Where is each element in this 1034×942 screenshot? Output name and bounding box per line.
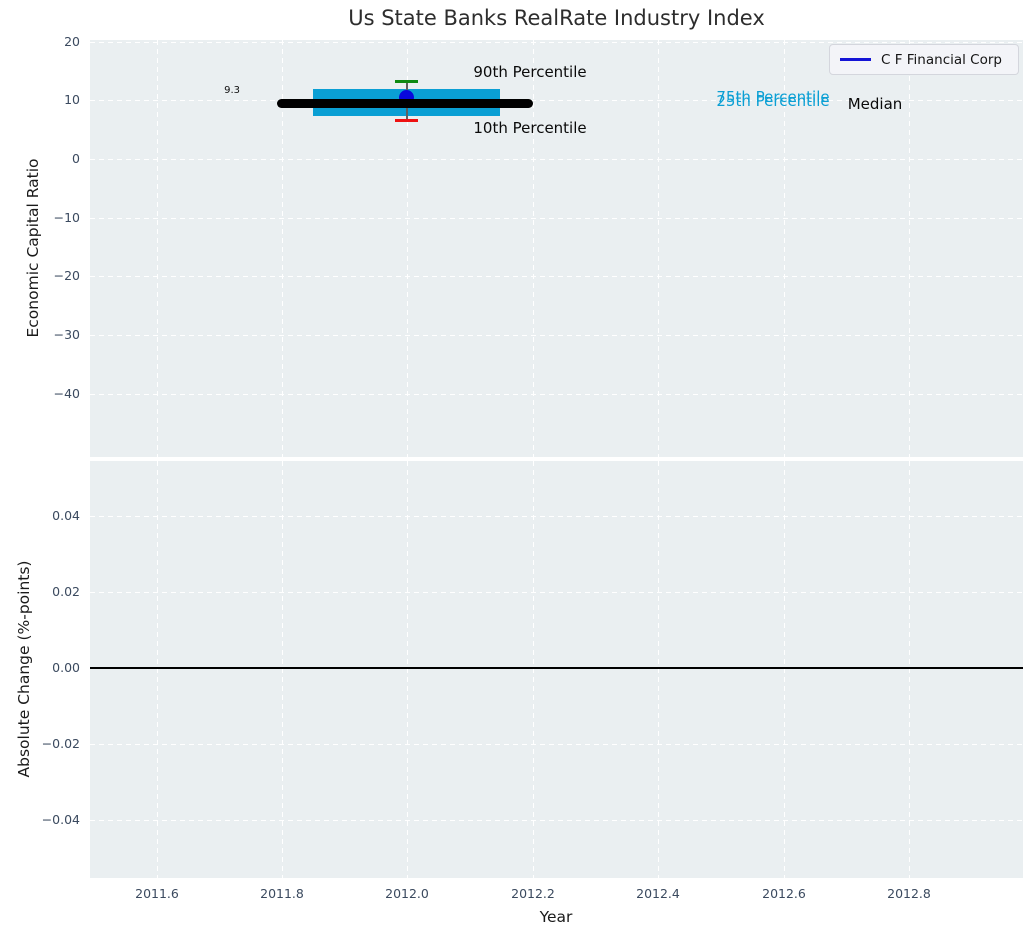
legend-label: C F Financial Corp — [881, 51, 1002, 68]
ytick-label: −30 — [53, 327, 80, 342]
gridline-v — [157, 461, 158, 878]
ytick-label: −10 — [53, 210, 80, 225]
ytick-label: −0.02 — [41, 736, 80, 751]
gridline-h — [90, 335, 1023, 336]
percentile-10-cap — [395, 119, 418, 122]
annotation-median: Median — [847, 95, 903, 113]
gridline-v — [784, 461, 785, 878]
annotation-25th-percentile: 25th Percentile — [716, 92, 830, 110]
zero-reference-line — [90, 667, 1023, 669]
percentile-90-cap — [395, 80, 418, 83]
annotation-10th-percentile: 10th Percentile — [473, 119, 587, 137]
legend-line-sample — [840, 58, 871, 61]
ytick-label: 0.04 — [52, 508, 80, 523]
gridline-v — [658, 40, 659, 457]
xtick-label: 2012.8 — [887, 886, 931, 901]
gridline-v — [282, 40, 283, 457]
legend-box: C F Financial Corp — [829, 44, 1019, 75]
gridline-v — [784, 40, 785, 457]
gridline-v — [909, 40, 910, 457]
top-y-axis-label: Economic Capital Ratio — [24, 158, 42, 338]
ytick-label: 0 — [72, 151, 80, 166]
xtick-label: 2012.4 — [636, 886, 680, 901]
xtick-label: 2012.0 — [385, 886, 429, 901]
gridline-v — [658, 461, 659, 878]
ytick-label: 0.02 — [52, 584, 80, 599]
annotation-75th-percentile: 75th Percentile — [716, 88, 830, 106]
ytick-label: 0.00 — [52, 660, 80, 675]
xtick-label: 2012.2 — [511, 886, 555, 901]
gridline-v — [407, 461, 408, 878]
gridline-v — [407, 40, 408, 457]
gridline-h — [90, 100, 1023, 101]
xtick-label: 2012.6 — [762, 886, 806, 901]
gridline-h — [90, 592, 1023, 593]
gridline-h — [90, 42, 1023, 43]
ytick-label: 20 — [64, 34, 80, 49]
bottom-plot-area — [90, 461, 1023, 878]
gridline-h — [90, 394, 1023, 395]
gridline-h — [90, 820, 1023, 821]
bottom-y-axis-label: Absolute Change (%-points) — [15, 560, 33, 778]
gridline-v — [909, 461, 910, 878]
ytick-label: −40 — [53, 386, 80, 401]
xtick-label: 2011.6 — [135, 886, 179, 901]
gridline-h — [90, 218, 1023, 219]
ytick-label: 10 — [64, 92, 80, 107]
gridline-v — [533, 461, 534, 878]
x-axis-label: Year — [539, 908, 573, 926]
gridline-v — [282, 461, 283, 878]
median-line — [277, 99, 533, 108]
xtick-label: 2011.8 — [260, 886, 304, 901]
gridline-h — [90, 744, 1023, 745]
gridline-h — [90, 516, 1023, 517]
median-value-label: 9.3 — [224, 85, 240, 96]
top-plot-area: 9.3 90th Percentile 10th Percentile 75th… — [90, 40, 1023, 457]
gridline-v — [157, 40, 158, 457]
chart-title: Us State Banks RealRate Industry Index — [348, 6, 765, 30]
gridline-h — [90, 276, 1023, 277]
gridline-h — [90, 159, 1023, 160]
ytick-label: −0.04 — [41, 812, 80, 827]
gridline-v — [533, 40, 534, 457]
annotation-90th-percentile: 90th Percentile — [473, 63, 587, 81]
ytick-label: −20 — [53, 268, 80, 283]
